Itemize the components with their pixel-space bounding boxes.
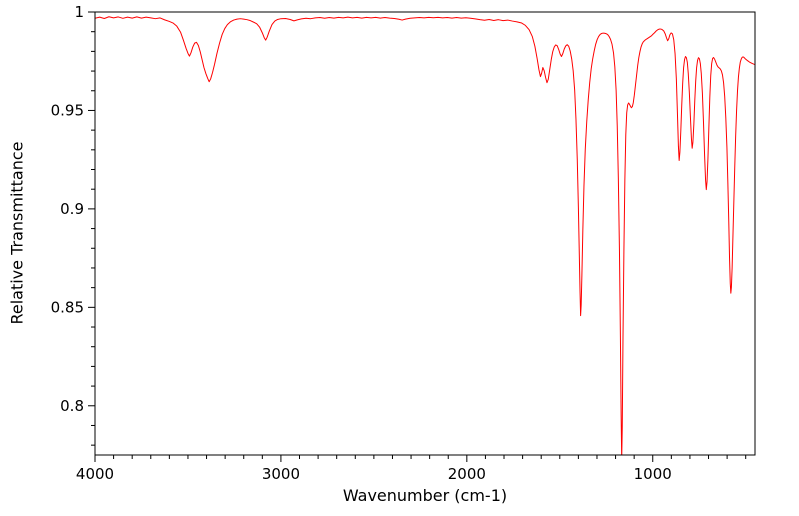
x-axis-label: Wavenumber (cm-1) (342, 486, 508, 505)
y-tick-label: 0.9 (60, 200, 84, 218)
x-tick-label: 3000 (262, 465, 300, 483)
y-axis-label: Relative Transmittance (7, 141, 27, 325)
x-tick-label: 1000 (634, 465, 672, 483)
x-tick-label: 2000 (448, 465, 486, 483)
y-tick-label: 0.85 (51, 298, 84, 316)
y-tick-label: 0.8 (60, 397, 84, 415)
spectrum-line (95, 16, 755, 455)
y-tick-label: 1 (74, 3, 84, 21)
x-tick-label: 4000 (76, 465, 114, 483)
plot-frame (94, 11, 756, 456)
y-tick-label: 0.95 (51, 101, 84, 119)
